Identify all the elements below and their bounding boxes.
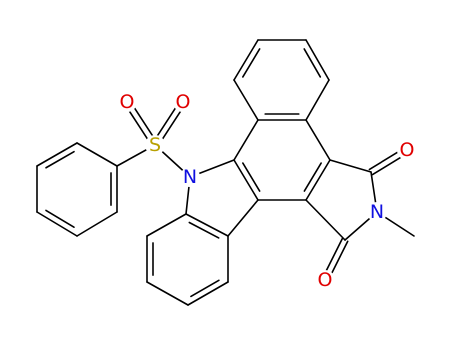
- bond: [36, 142, 78, 167]
- label-bg: [145, 135, 165, 155]
- bond: [303, 48, 322, 78]
- bond: [233, 79, 259, 121]
- bond: [305, 199, 346, 241]
- bond: [305, 119, 331, 161]
- bond: [242, 48, 261, 78]
- label-bg: [173, 92, 193, 112]
- bond: [45, 209, 75, 228]
- label-bg: [397, 140, 417, 160]
- bond: [188, 221, 220, 239]
- bonds: [36, 39, 415, 306]
- label-bg: [180, 167, 200, 187]
- bond: [227, 199, 259, 237]
- bond: [76, 142, 118, 167]
- bond: [329, 159, 372, 173]
- bond: [305, 39, 330, 81]
- bond: [187, 281, 229, 306]
- bond: [76, 211, 118, 237]
- bond: [233, 39, 259, 81]
- bond: [242, 162, 261, 192]
- bond: [146, 281, 189, 306]
- bond: [45, 150, 75, 169]
- label-bg: [117, 92, 137, 112]
- bond: [146, 213, 187, 237]
- atom-label: O: [400, 139, 415, 161]
- atom-label: N: [370, 201, 384, 223]
- atom-label: O: [176, 91, 191, 113]
- label-bg: [367, 202, 387, 222]
- bond: [36, 211, 78, 237]
- atom-labels: O O S N O N O: [117, 91, 417, 291]
- atom-label: O: [120, 91, 135, 113]
- bond: [185, 213, 229, 237]
- atom-label: O: [318, 269, 333, 291]
- bond: [305, 159, 331, 201]
- bond: [190, 279, 220, 298]
- label-bg: [315, 270, 335, 290]
- bond: [303, 162, 322, 192]
- bond: [233, 159, 259, 201]
- bond: [305, 79, 330, 121]
- atom-label: S: [149, 134, 161, 156]
- atom-label: N: [183, 166, 197, 188]
- bond: [233, 119, 259, 161]
